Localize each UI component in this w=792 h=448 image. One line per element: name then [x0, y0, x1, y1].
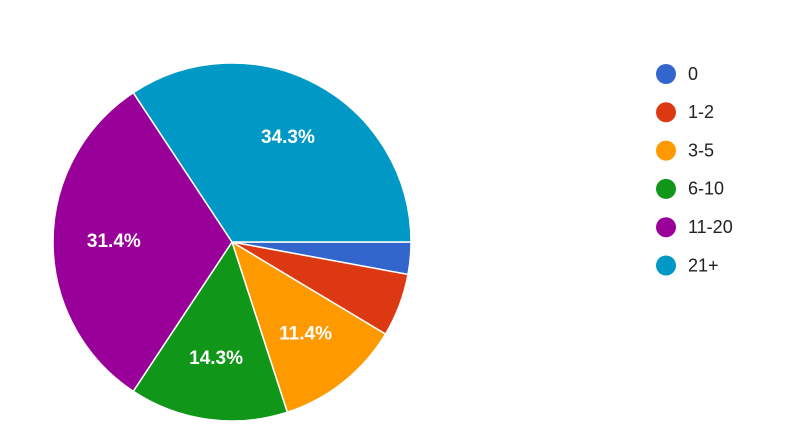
pie-slice — [132, 62, 412, 243]
slice-label: 14.3% — [189, 348, 243, 369]
legend-label: 21+ — [688, 255, 719, 275]
pie-slice — [52, 91, 233, 393]
slice-label: 34.3% — [261, 127, 315, 148]
legend-swatch — [656, 102, 676, 123]
slice-label: 31.4% — [87, 231, 141, 252]
legend-label: 0 — [688, 64, 698, 84]
pie-slice — [230, 240, 387, 414]
slice-label: 11.4% — [279, 323, 332, 344]
legend-swatch — [656, 217, 676, 238]
legend-label: 3-5 — [688, 140, 714, 160]
legend-swatch — [656, 255, 676, 276]
legend-label: 1-2 — [688, 102, 714, 122]
legend-label: 6-10 — [688, 179, 724, 199]
legend-swatch — [656, 64, 676, 84]
legend-swatch — [656, 140, 676, 161]
legend-label: 11-20 — [688, 217, 733, 237]
pie-slice — [132, 240, 289, 422]
legend-swatch — [656, 178, 676, 199]
